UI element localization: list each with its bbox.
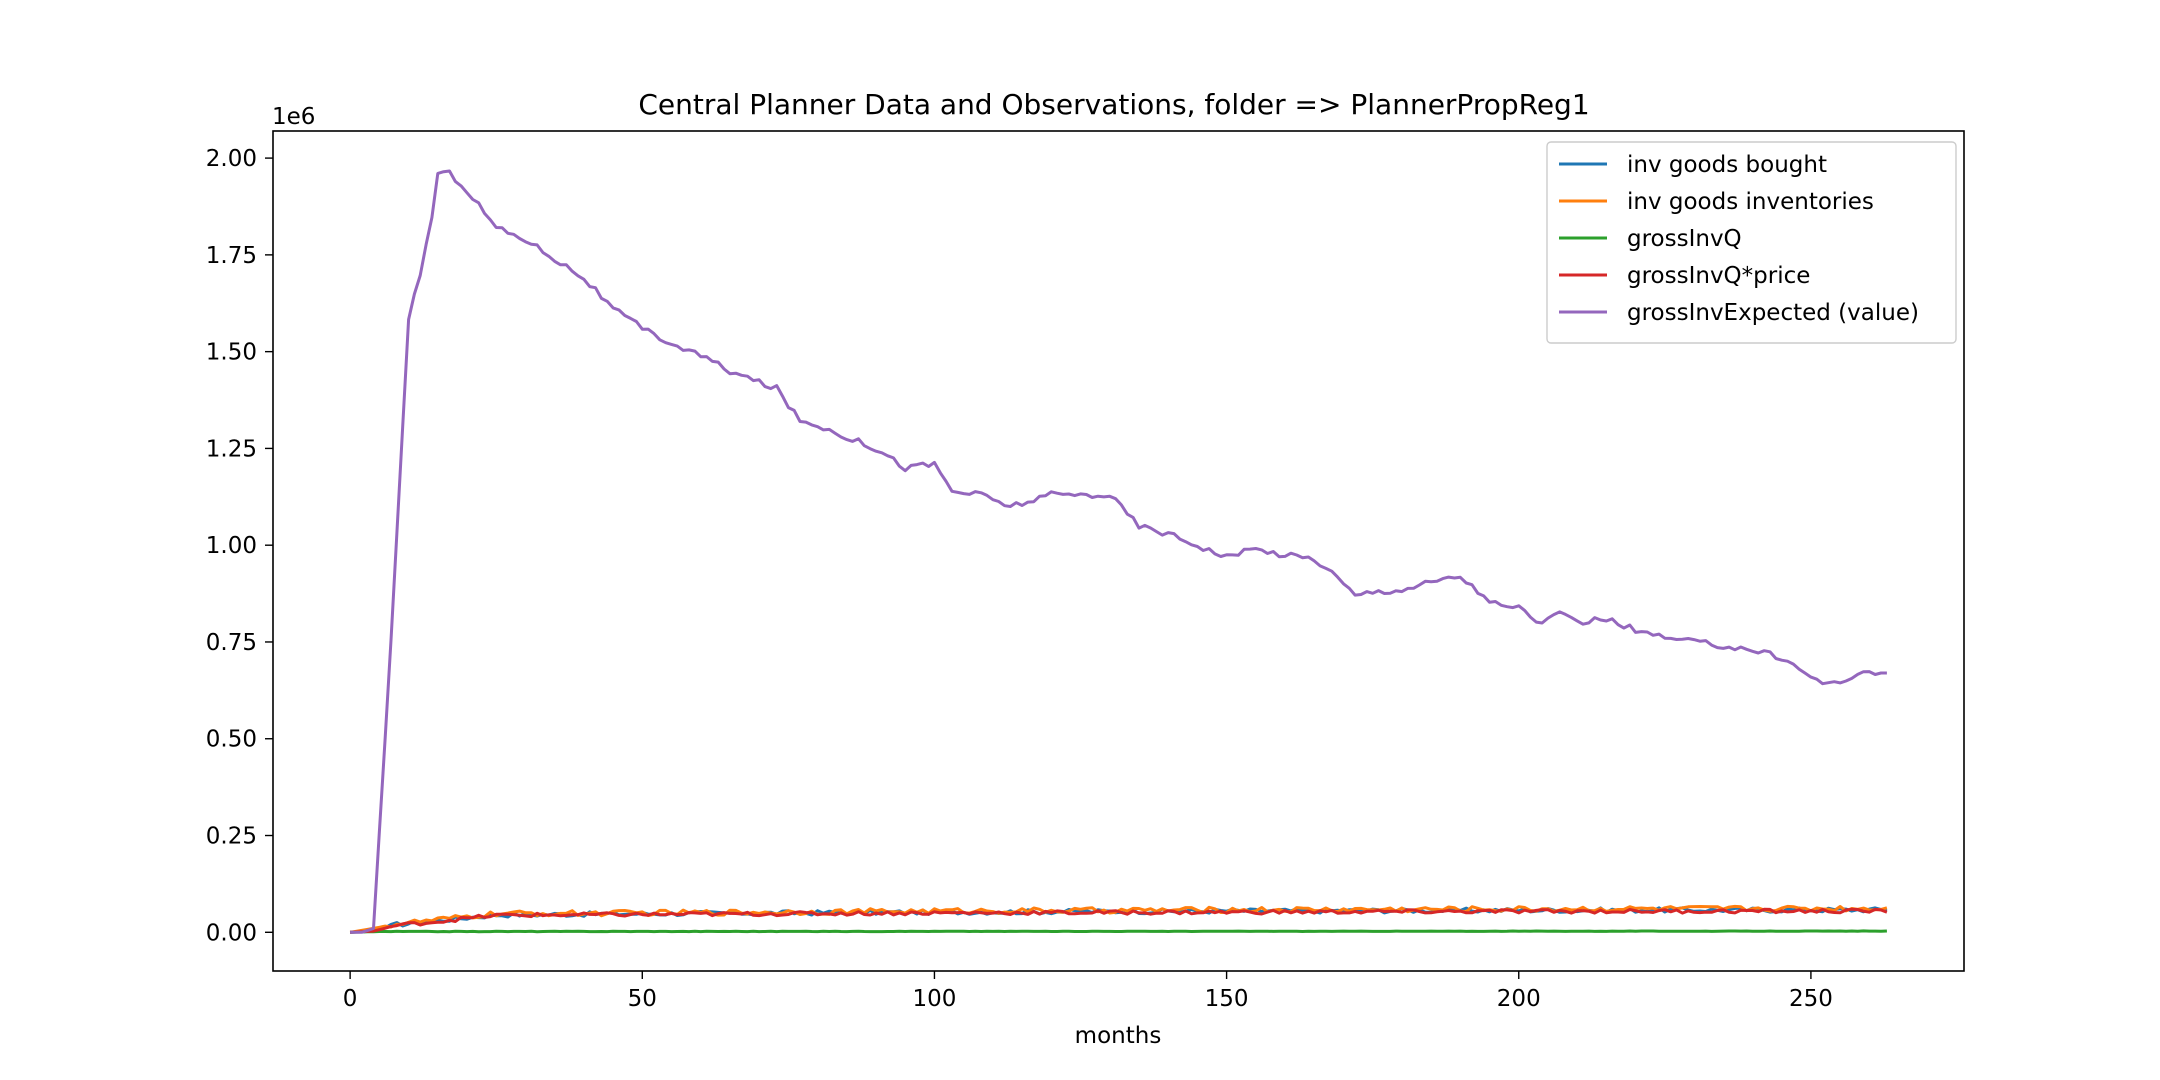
series-line	[350, 907, 1888, 934]
legend-box	[1546, 141, 1957, 344]
legend-label: grossInvQ*price	[1627, 263, 1810, 289]
y-tick-label: 1.50	[206, 340, 257, 366]
y-offset-label: 1e6	[272, 104, 315, 130]
y-tick-label: 1.00	[206, 533, 257, 559]
y-tick-label: 2.00	[206, 146, 257, 172]
plot-lines	[349, 169, 1888, 934]
y-tick-label: 0.75	[206, 630, 257, 656]
x-tick-label: 150	[1205, 986, 1249, 1012]
y-tick-label: 1.25	[206, 436, 257, 462]
x-tick-label: 0	[343, 986, 358, 1012]
y-tick-label: 1.75	[206, 243, 257, 269]
y-axis: 0.00 0.25 0.50 0.75 1.00 1.25 1.50 1.75 2.00	[206, 146, 273, 946]
series-line	[350, 929, 1887, 934]
x-tick-label: 250	[1789, 986, 1833, 1012]
x-axis-label: months	[1075, 1023, 1162, 1049]
y-tick-label: 0.50	[206, 727, 257, 753]
chart-title: Central Planner Data and Observations, f…	[638, 88, 1589, 121]
legend-label: inv goods bought	[1627, 152, 1827, 178]
x-tick-label: 200	[1497, 986, 1541, 1012]
x-tick-label: 50	[628, 986, 657, 1012]
series-line	[350, 169, 1887, 934]
legend-label: inv goods inventories	[1627, 189, 1874, 215]
legend: inv goods bought inv goods inventories gro…	[1546, 141, 1957, 344]
plot-frame	[272, 130, 1965, 972]
y-tick-label: 0.25	[206, 824, 257, 850]
legend-label: grossInvExpected (value)	[1627, 300, 1919, 326]
x-axis: 0 50 100 150 200 250	[343, 971, 1833, 1012]
legend-label: grossInvQ	[1627, 226, 1742, 252]
y-tick-label: 0.00	[206, 920, 257, 946]
x-tick-label: 100	[912, 986, 956, 1012]
